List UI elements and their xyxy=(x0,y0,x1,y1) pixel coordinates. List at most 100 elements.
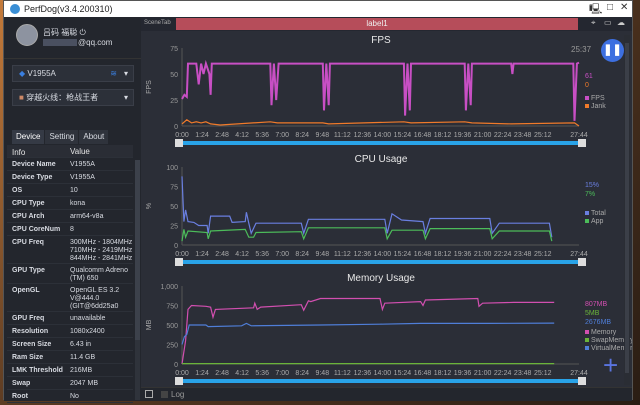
elapsed-time: 25:37 xyxy=(571,45,592,54)
tab-about[interactable]: About xyxy=(79,130,109,144)
info-key: Root xyxy=(12,393,28,400)
app-logo-icon xyxy=(10,4,20,14)
x-tick-label: 18:12 xyxy=(434,132,452,139)
time-range-slider[interactable] xyxy=(178,260,583,264)
device-select-value: V1955A xyxy=(27,69,56,78)
legend-label: SwapMemory xyxy=(591,337,632,344)
info-value: 216MB xyxy=(70,367,93,374)
cloud-icon[interactable]: ☁ xyxy=(617,18,625,27)
info-key: CPU Freq xyxy=(12,239,44,246)
slider-handle-right[interactable] xyxy=(578,377,586,385)
x-tick-label: 14:00 xyxy=(374,251,392,258)
folder-icon[interactable]: ▭ xyxy=(604,18,612,27)
log-checkbox[interactable] xyxy=(161,391,168,398)
x-tick-label: 1:24 xyxy=(195,251,209,258)
y-tick-label: 750 xyxy=(166,304,178,311)
legend-swatch xyxy=(585,219,589,223)
slider-handle-right[interactable] xyxy=(578,258,586,266)
current-value-swapmemory: 5MB xyxy=(585,310,600,317)
device-icon: ◆ xyxy=(19,69,26,78)
avatar[interactable] xyxy=(16,24,38,46)
chart-title: CPU Usage xyxy=(355,154,408,165)
add-button[interactable]: + xyxy=(603,350,619,380)
info-value: 1080x2400 xyxy=(70,328,105,335)
y-tick-label: 250 xyxy=(166,343,178,350)
table-row: Device Type V1955A xyxy=(7,171,133,184)
info-key: Swap xyxy=(12,380,31,387)
scene-bar: SceneTab label1 ⌖ ▭ ☁ xyxy=(141,17,632,31)
main-scrollbar[interactable] xyxy=(624,35,630,385)
x-tick-label: 12:36 xyxy=(354,251,372,258)
perfdog-window: PerfDog(v3.4.200310) 🖳 □ ✕ 吕码 福聪 ⏻ @qq.c… xyxy=(3,0,633,403)
y-tick-label: 25 xyxy=(170,224,178,231)
monitor-icon[interactable]: 🖳 xyxy=(589,4,603,15)
scene-tab-label: SceneTab xyxy=(144,20,171,26)
scene-label-bar[interactable]: label1 xyxy=(176,18,578,30)
series-line-app xyxy=(181,227,553,242)
x-tick-label: 11:12 xyxy=(334,132,351,139)
wifi-icon: ≋ xyxy=(110,69,117,78)
app-select[interactable]: ■ 穿越火线：枪战王者 ▾ xyxy=(12,89,134,106)
location-icon[interactable]: ⌖ xyxy=(591,18,596,27)
x-tick-label: 0:00 xyxy=(175,251,189,258)
time-range-slider[interactable] xyxy=(178,379,583,383)
legend-label: FPS xyxy=(591,95,605,102)
tab-setting[interactable]: Setting xyxy=(45,130,79,144)
sidebar-tabs: Device Setting About xyxy=(12,130,109,144)
y-tick-label: 0 xyxy=(174,243,178,250)
x-tick-label: 1:24 xyxy=(195,132,209,139)
x-tick-label: 25:12 xyxy=(534,132,552,139)
slider-handle-left[interactable] xyxy=(175,258,183,266)
time-range-slider[interactable] xyxy=(178,141,583,145)
series-line-total xyxy=(181,176,553,238)
x-tick-label: 8:24 xyxy=(295,132,309,139)
info-value: No xyxy=(70,393,79,400)
x-tick-label: 27:44 xyxy=(570,251,588,258)
info-key: Device Type xyxy=(12,174,53,181)
power-icon[interactable]: ⏻ xyxy=(79,28,86,37)
series-line-virtualmemory xyxy=(181,322,555,345)
screen-icon[interactable] xyxy=(145,390,153,398)
x-tick-label: 16:48 xyxy=(414,370,432,377)
tab-device[interactable]: Device xyxy=(12,130,45,144)
x-tick-label: 21:00 xyxy=(474,251,492,258)
table-row: CPU Type kona xyxy=(7,197,133,210)
info-key: OS xyxy=(12,187,23,194)
x-tick-label: 5:36 xyxy=(255,370,269,377)
x-tick-label: 15:24 xyxy=(394,370,412,377)
info-value: Qualcomm Adreno (TM) 650 xyxy=(70,267,128,282)
pause-button[interactable]: ❚❚ xyxy=(601,39,624,62)
y-tick-label: 500 xyxy=(166,323,178,330)
y-axis-label: % xyxy=(146,203,153,209)
x-tick-label: 25:12 xyxy=(534,251,552,258)
info-value: kona xyxy=(70,200,86,207)
table-header: Info Value xyxy=(7,145,133,158)
x-tick-label: 22:24 xyxy=(494,251,512,258)
chevron-down-icon: ▾ xyxy=(123,69,128,78)
pause-icon: ❚❚ xyxy=(603,44,622,56)
slider-handle-right[interactable] xyxy=(578,139,586,147)
bottom-bar: Log xyxy=(141,387,632,401)
legend-swatch xyxy=(585,338,589,342)
x-tick-label: 5:36 xyxy=(255,132,269,139)
user-name: 吕码 福聪 xyxy=(43,28,78,37)
x-tick-label: 19:36 xyxy=(454,370,472,377)
slider-handle-left[interactable] xyxy=(175,139,183,147)
x-tick-label: 21:00 xyxy=(474,370,492,377)
x-tick-label: 11:12 xyxy=(334,370,351,377)
info-key: CPU Type xyxy=(12,200,45,207)
device-info-table: Info Value Device Name V1955A Device Type V1… xyxy=(7,145,133,403)
device-select[interactable]: ◆ V1955A ≋ ▾ xyxy=(12,65,134,82)
slider-handle-left[interactable] xyxy=(175,377,183,385)
x-tick-label: 23:48 xyxy=(514,251,532,258)
legend-label: Total xyxy=(591,210,606,217)
current-value-fps: 61 xyxy=(585,73,593,80)
x-tick-label: 8:24 xyxy=(295,251,309,258)
table-row: Resolution 1080x2400 xyxy=(7,325,133,338)
close-button[interactable]: ✕ xyxy=(620,2,629,13)
sidebar-scrollbar[interactable] xyxy=(135,160,140,400)
x-tick-label: 27:44 xyxy=(570,370,588,377)
x-tick-label: 18:12 xyxy=(434,370,452,377)
series-line-fps xyxy=(181,59,580,121)
maximize-button[interactable]: □ xyxy=(607,2,614,13)
